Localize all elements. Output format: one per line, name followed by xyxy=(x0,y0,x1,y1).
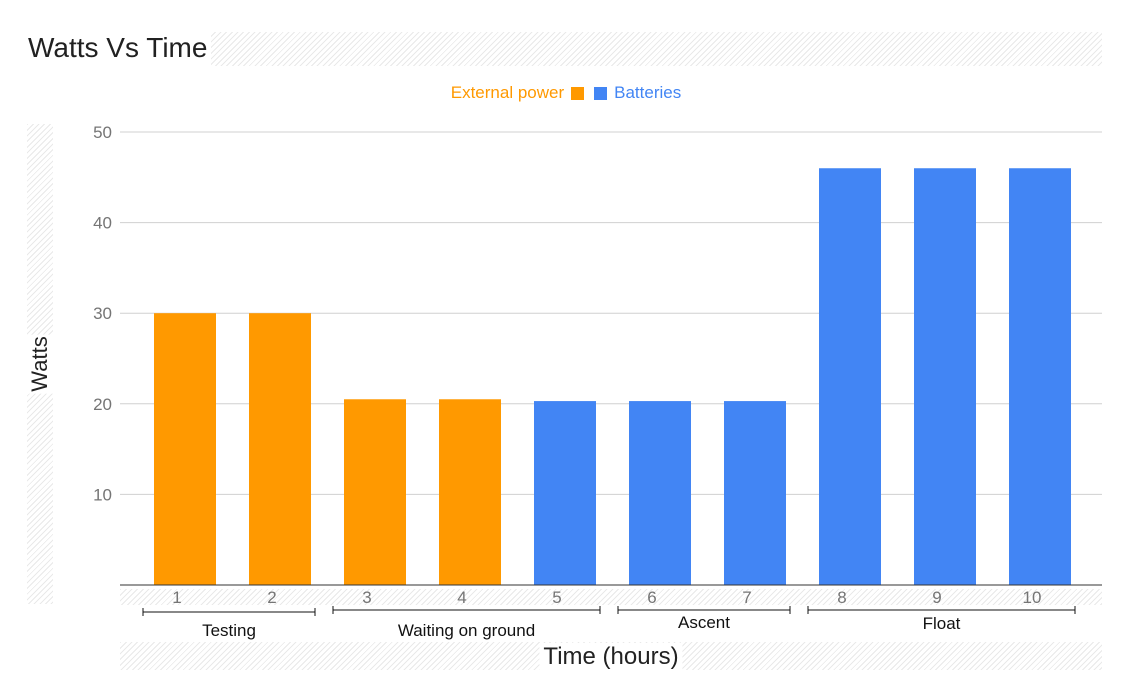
x-tick-label-1: 1 xyxy=(172,588,181,607)
chart-title: Watts Vs Time xyxy=(28,30,212,66)
legend-item-batteries[interactable]: Batteries xyxy=(594,83,681,103)
y-tick-label-20: 20 xyxy=(93,395,112,414)
x-tick-label-3: 3 xyxy=(362,588,371,607)
x-tick-label-2: 2 xyxy=(267,588,276,607)
bar-9[interactable] xyxy=(914,168,976,586)
x-tick-label-8: 8 xyxy=(837,588,846,607)
x-tick-label-10: 10 xyxy=(1023,588,1042,607)
bar-10[interactable] xyxy=(1009,168,1071,586)
legend: External power Batteries xyxy=(0,83,1132,103)
group-label-waiting-on-ground: Waiting on ground xyxy=(398,621,535,640)
x-axis-label: Time (hours) xyxy=(539,643,683,671)
axes: 10 20 30 40 50 1 2 3 4 5 6 7 8 9 10 xyxy=(93,123,1102,607)
legend-label-batteries: Batteries xyxy=(614,83,682,102)
bar-6[interactable] xyxy=(629,401,691,585)
legend-item-external-power[interactable]: External power xyxy=(450,83,585,103)
bar-4[interactable] xyxy=(439,399,501,585)
group-label-testing: Testing xyxy=(202,621,256,640)
group-label-ascent: Ascent xyxy=(678,613,730,632)
x-tick-label-6: 6 xyxy=(647,588,656,607)
x-tick-label-9: 9 xyxy=(932,588,941,607)
legend-label-external-power: External power xyxy=(450,83,565,102)
bar-2[interactable] xyxy=(249,313,311,585)
bars xyxy=(154,168,1071,586)
x-tick-label-7: 7 xyxy=(742,588,751,607)
x-tick-label-4: 4 xyxy=(457,588,466,607)
bar-3[interactable] xyxy=(344,399,406,585)
y-tick-label-10: 10 xyxy=(93,485,112,504)
bar-1[interactable] xyxy=(154,313,216,585)
legend-swatch-batteries xyxy=(594,86,608,100)
bar-8[interactable] xyxy=(819,168,881,586)
bar-7[interactable] xyxy=(724,401,786,585)
y-tick-label-50: 50 xyxy=(93,123,112,142)
category-groups: Testing Waiting on ground Ascent Float xyxy=(142,606,1076,640)
group-label-float: Float xyxy=(923,614,961,633)
x-tick-band xyxy=(120,589,1102,605)
x-tick-label-5: 5 xyxy=(552,588,561,607)
y-tick-label-30: 30 xyxy=(93,304,112,323)
legend-swatch-external-power xyxy=(571,86,585,100)
bar-5[interactable] xyxy=(534,401,596,585)
y-tick-label-40: 40 xyxy=(93,214,112,233)
